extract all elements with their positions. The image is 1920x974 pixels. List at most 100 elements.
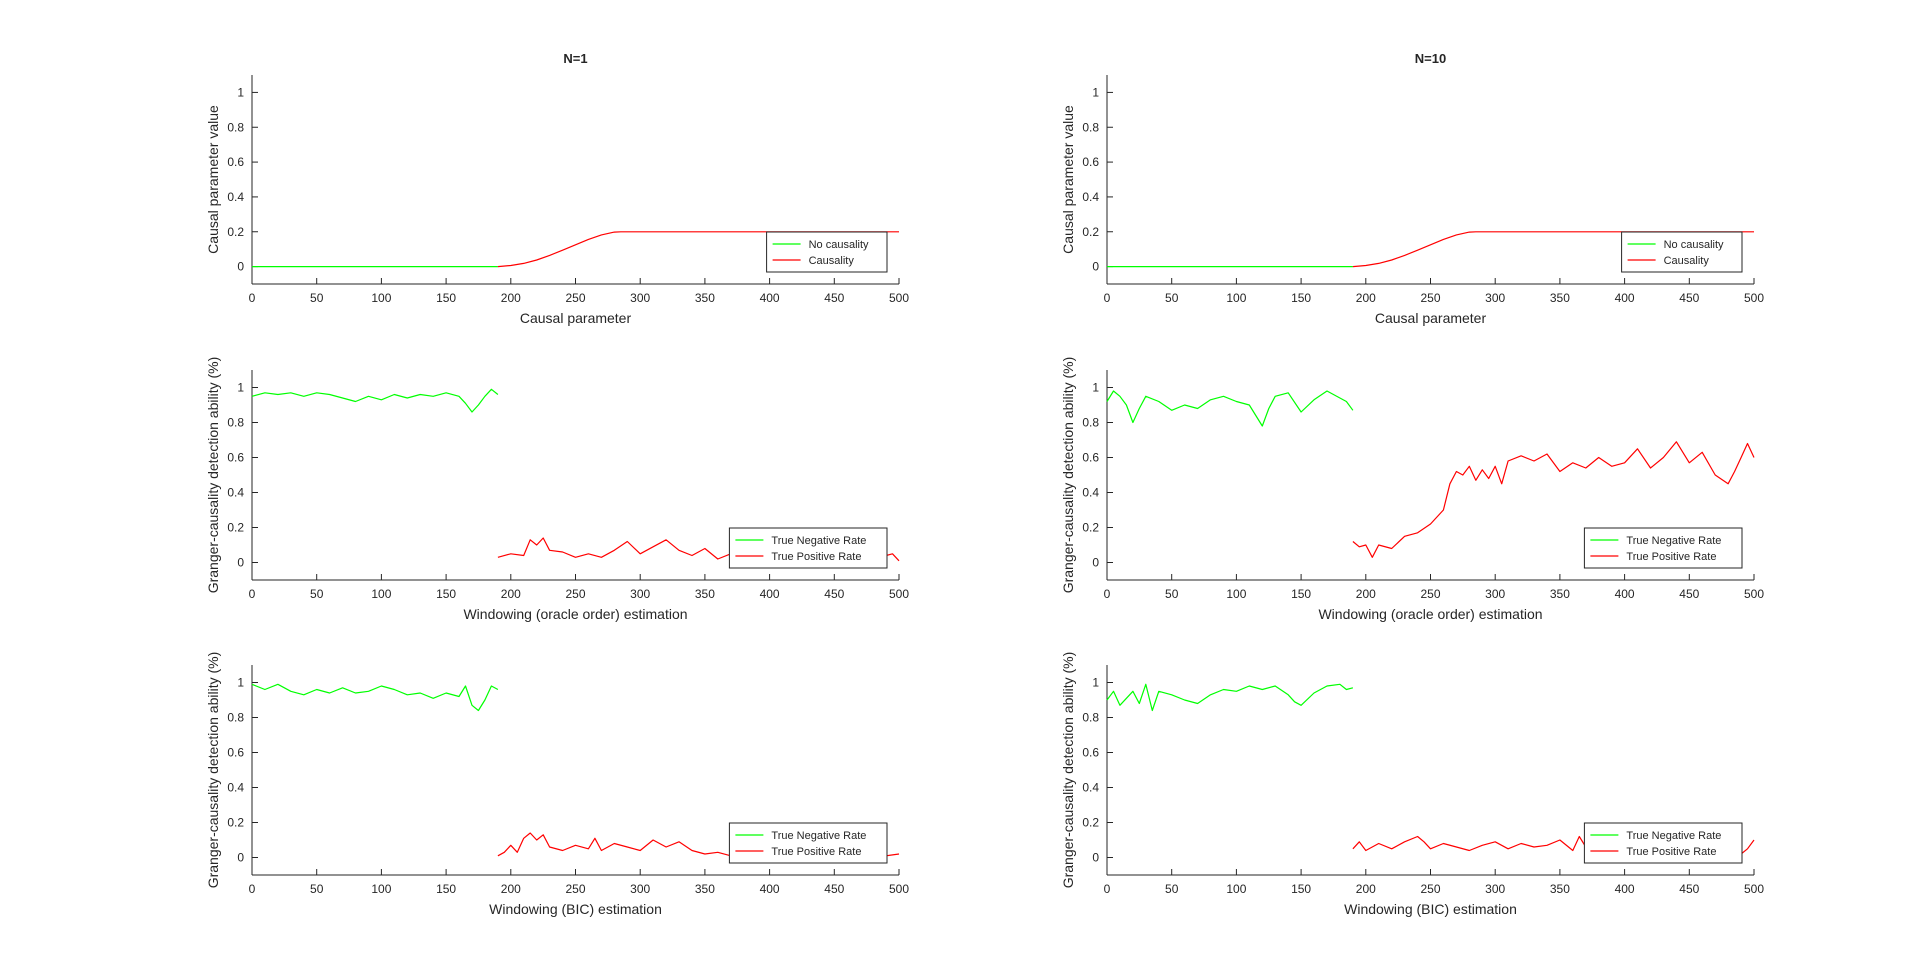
x-axis-label: Causal parameter: [520, 310, 632, 326]
x-tick-label: 50: [1165, 587, 1179, 601]
y-tick-label: 0.6: [1082, 155, 1099, 169]
y-tick-label: 0.6: [227, 746, 244, 760]
x-tick-label: 150: [1291, 882, 1311, 896]
x-axis-label: Windowing (BIC) estimation: [1344, 901, 1517, 917]
x-tick-label: 300: [1485, 291, 1505, 305]
x-tick-label: 150: [1291, 587, 1311, 601]
y-tick-label: 0.8: [227, 120, 244, 134]
y-tick-label: 0: [237, 851, 244, 865]
y-tick-label: 0: [1092, 851, 1099, 865]
legend: True Negative Rate True Positive Rate: [1583, 822, 1743, 864]
x-tick-label: 100: [1226, 291, 1246, 305]
y-tick-label: 0.8: [227, 711, 244, 725]
y-tick-label: 0.8: [227, 416, 244, 430]
x-tick-label: 250: [1420, 291, 1440, 305]
x-tick-label: 350: [1550, 587, 1570, 601]
x-tick-label: 350: [695, 882, 715, 896]
series-line-true-negative-rate: [251, 683, 499, 712]
x-tick-label: 100: [1226, 587, 1246, 601]
x-tick-label: 0: [1104, 587, 1111, 601]
y-tick-label: 0.4: [1082, 190, 1099, 204]
x-tick-label: 100: [371, 587, 391, 601]
x-tick-label: 100: [371, 291, 391, 305]
x-tick-label: 150: [1291, 291, 1311, 305]
chart-title: N=1: [563, 51, 587, 66]
legend-box: [728, 527, 888, 569]
series-line-causality: [497, 231, 899, 268]
legend-box: [1583, 822, 1743, 864]
panel-n10-causal: 0 50 100 150 200 250 300 350 400 450 500 0 0.2 0.4 0.6…: [1060, 51, 1764, 326]
legend-label: True Negative Rate: [1626, 830, 1721, 842]
y-axis-label: Causal parameter value: [205, 105, 221, 254]
x-tick-label: 300: [1485, 882, 1505, 896]
x-tick-label: 200: [501, 291, 521, 305]
y-tick-label: 0: [237, 556, 244, 570]
series-line-causality: [1352, 231, 1754, 268]
x-tick-label: 250: [565, 882, 585, 896]
x-tick-label: 350: [695, 291, 715, 305]
x-axis-label: Windowing (oracle order) estimation: [1318, 606, 1542, 622]
x-tick-label: 300: [630, 587, 650, 601]
x-tick-label: 0: [1104, 291, 1111, 305]
y-tick-label: 0.2: [1082, 225, 1099, 239]
y-tick-label: 0.2: [227, 816, 244, 830]
x-tick-label: 450: [824, 882, 844, 896]
legend-box: [766, 231, 888, 273]
legend: No causality Causality: [1621, 231, 1743, 273]
y-tick-label: 0.6: [227, 155, 244, 169]
x-tick-label: 250: [1420, 882, 1440, 896]
panel-n10-bic: 0 50 100 150 200 250 300 350 400 450 500 0 0.2 0.4 0.6…: [1060, 652, 1764, 917]
x-tick-label: 400: [760, 587, 780, 601]
y-tick-label: 0.2: [227, 521, 244, 535]
legend-box: [1583, 527, 1743, 569]
x-tick-label: 350: [1550, 882, 1570, 896]
x-tick-label: 350: [1550, 291, 1570, 305]
legend: True Negative Rate True Positive Rate: [728, 527, 888, 569]
x-tick-label: 250: [565, 291, 585, 305]
x-tick-label: 500: [1744, 291, 1764, 305]
x-tick-label: 500: [1744, 882, 1764, 896]
legend-label: True Negative Rate: [771, 830, 866, 842]
x-tick-label: 50: [310, 291, 324, 305]
panel-n1-causal: 0 50 100 150 200 250 300 350 400 450 500 0 0.2 0.4 0.6…: [205, 51, 909, 326]
legend-label: No causality: [809, 239, 869, 251]
legend-box: [1621, 231, 1743, 273]
x-axis-label: Windowing (BIC) estimation: [489, 901, 662, 917]
x-tick-label: 250: [565, 587, 585, 601]
y-tick-label: 1: [1092, 85, 1099, 99]
y-axis-label: Granger-causality detection ability (%): [205, 652, 221, 889]
x-tick-label: 50: [1165, 882, 1179, 896]
x-tick-label: 500: [889, 587, 909, 601]
x-tick-label: 400: [760, 291, 780, 305]
x-tick-label: 300: [630, 882, 650, 896]
x-tick-label: 400: [760, 882, 780, 896]
x-tick-label: 450: [824, 587, 844, 601]
legend: True Negative Rate True Positive Rate: [1583, 527, 1743, 569]
y-tick-label: 1: [1092, 676, 1099, 690]
y-tick-label: 0.6: [1082, 746, 1099, 760]
y-tick-label: 0: [1092, 260, 1099, 274]
x-tick-label: 200: [501, 587, 521, 601]
x-tick-label: 400: [1615, 587, 1635, 601]
y-tick-label: 1: [237, 381, 244, 395]
y-tick-label: 0.6: [227, 451, 244, 465]
legend-label: True Positive Rate: [771, 846, 861, 858]
x-tick-label: 50: [1165, 291, 1179, 305]
x-tick-label: 200: [1356, 882, 1376, 896]
x-tick-label: 0: [249, 587, 256, 601]
legend-label: True Positive Rate: [1626, 846, 1716, 858]
panel-n10-oracle: 0 50 100 150 200 250 300 350 400 450 500 0 0.2 0.4 0.6…: [1060, 357, 1764, 622]
y-tick-label: 1: [237, 676, 244, 690]
legend-label: True Negative Rate: [1626, 535, 1721, 547]
legend-label: True Negative Rate: [771, 535, 866, 547]
x-tick-label: 450: [1679, 291, 1699, 305]
x-tick-label: 100: [371, 882, 391, 896]
x-tick-label: 500: [889, 882, 909, 896]
x-tick-label: 200: [501, 882, 521, 896]
x-tick-label: 350: [695, 587, 715, 601]
y-tick-label: 0: [1092, 556, 1099, 570]
x-tick-label: 400: [1615, 882, 1635, 896]
x-tick-label: 450: [1679, 882, 1699, 896]
legend-box: [728, 822, 888, 864]
